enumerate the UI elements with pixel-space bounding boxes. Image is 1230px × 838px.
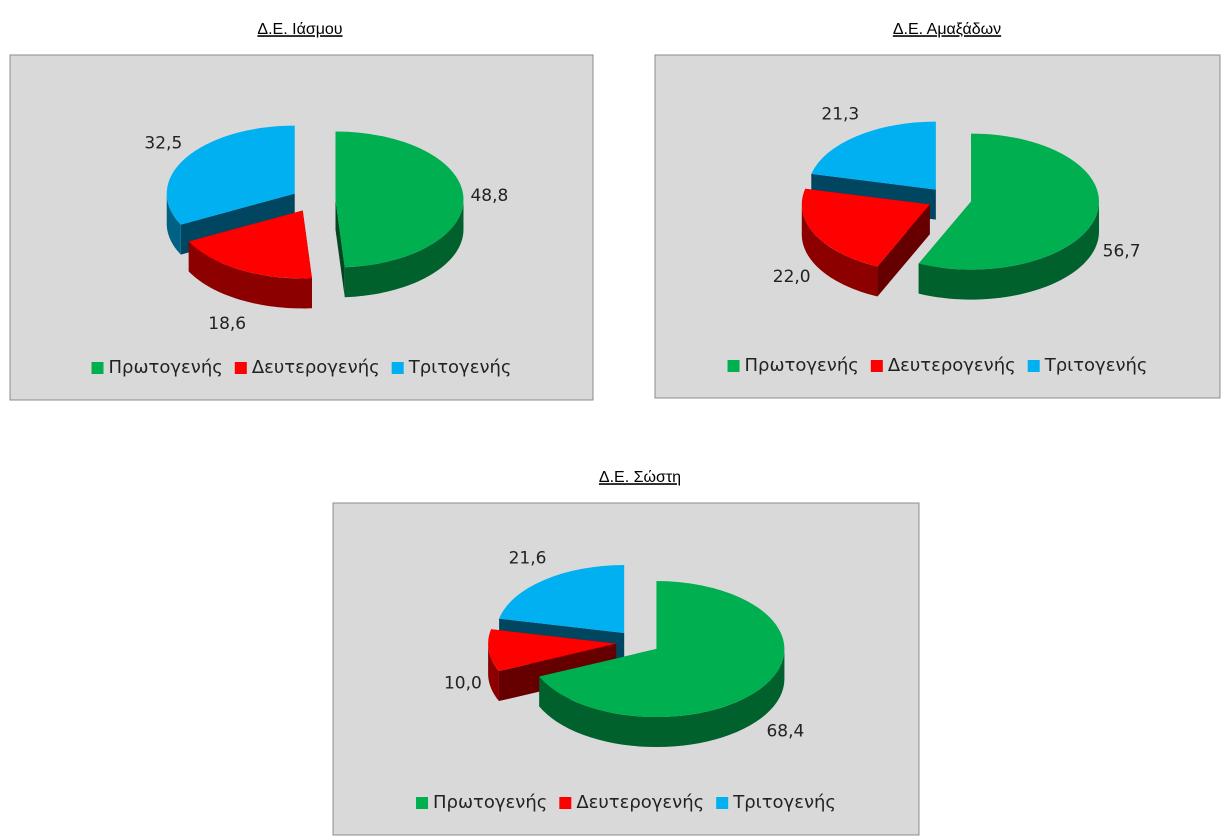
data-label: 21,3 bbox=[821, 104, 859, 124]
slice-side bbox=[539, 649, 785, 748]
legend-label: Τριτογενής bbox=[732, 792, 836, 813]
legend-swatch bbox=[727, 360, 740, 372]
slice bbox=[166, 125, 295, 225]
legend-label: Δευτερογενής bbox=[576, 792, 704, 813]
pie bbox=[166, 125, 464, 309]
legend-label: Πρωτογενής bbox=[745, 355, 859, 376]
plot-area bbox=[654, 54, 1221, 399]
slice-wall bbox=[335, 199, 345, 298]
data-label: 32,5 bbox=[144, 134, 182, 154]
data-label: 68,4 bbox=[766, 721, 804, 741]
legend-swatch bbox=[870, 360, 883, 372]
slice bbox=[539, 581, 785, 718]
chart-title: Δ.Ε. Σώστη bbox=[599, 469, 681, 486]
slice-side bbox=[488, 643, 499, 702]
slice bbox=[918, 133, 1100, 270]
slice-side bbox=[344, 199, 464, 298]
legend-swatch bbox=[91, 362, 104, 374]
legend-label: Πρωτογενής bbox=[433, 792, 547, 813]
slice bbox=[801, 188, 930, 267]
data-label: 22,0 bbox=[773, 267, 811, 287]
slice bbox=[499, 565, 625, 634]
slice-side bbox=[188, 241, 312, 309]
slice-side bbox=[918, 201, 1100, 300]
slice bbox=[811, 121, 936, 190]
slice bbox=[488, 629, 617, 672]
legend-label: Πρωτογενής bbox=[109, 357, 223, 378]
slice-side bbox=[166, 193, 181, 255]
legend-swatch bbox=[234, 362, 247, 374]
legend: Πρωτογενής Δευτερογενής Τριτογενής bbox=[727, 355, 1148, 376]
legend-label: Τριτογενής bbox=[1044, 355, 1148, 376]
legend: Πρωτογενής Δευτερογενής Τριτογενής bbox=[91, 357, 512, 378]
chart-title: Δ.Ε. Ιάσμου bbox=[257, 21, 342, 38]
legend-swatch bbox=[1027, 360, 1040, 372]
pie bbox=[801, 121, 1100, 300]
data-label: 56,7 bbox=[1103, 242, 1141, 262]
pie bbox=[488, 565, 785, 748]
chart-title: Δ.Ε. Αμαξάδων bbox=[893, 21, 1001, 38]
data-label: 48,8 bbox=[470, 186, 508, 206]
legend-swatch bbox=[416, 797, 429, 809]
data-label: 21,6 bbox=[509, 548, 547, 568]
slice-side bbox=[801, 204, 878, 297]
data-label: 10,0 bbox=[444, 673, 482, 693]
slice bbox=[188, 210, 312, 279]
slice bbox=[335, 131, 464, 268]
legend-swatch bbox=[391, 362, 404, 374]
legend-label: Δευτερογενής bbox=[888, 355, 1016, 376]
legend: Πρωτογενής Δευτερογενής Τριτογενής bbox=[416, 792, 836, 813]
legend-swatch bbox=[716, 797, 729, 809]
data-label: 18,6 bbox=[208, 314, 246, 334]
legend-label: Δευτερογενής bbox=[252, 357, 380, 378]
legend-swatch bbox=[559, 797, 572, 809]
legend-label: Τριτογενής bbox=[408, 357, 512, 378]
